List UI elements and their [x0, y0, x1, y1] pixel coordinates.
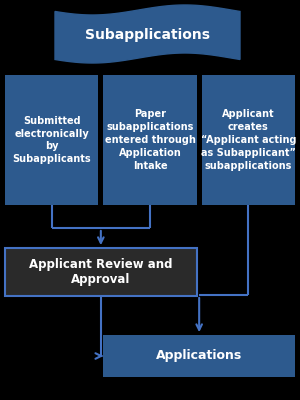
Text: Applicant Review and
Approval: Applicant Review and Approval — [29, 258, 172, 286]
Text: Subapplications: Subapplications — [85, 28, 210, 42]
FancyBboxPatch shape — [202, 75, 295, 205]
Text: Applications: Applications — [156, 350, 242, 362]
FancyBboxPatch shape — [103, 335, 295, 377]
FancyBboxPatch shape — [103, 75, 197, 205]
Text: Applicant
creates
“Applicant acting
as Subapplicant”
subapplications: Applicant creates “Applicant acting as S… — [201, 109, 296, 170]
FancyBboxPatch shape — [5, 75, 98, 205]
FancyBboxPatch shape — [5, 248, 197, 296]
Polygon shape — [55, 5, 240, 63]
Text: Submitted
electronically
by
Subapplicants: Submitted electronically by Subapplicant… — [12, 116, 91, 164]
Text: Paper
subapplications
entered through
Application
Intake: Paper subapplications entered through Ap… — [105, 109, 195, 170]
